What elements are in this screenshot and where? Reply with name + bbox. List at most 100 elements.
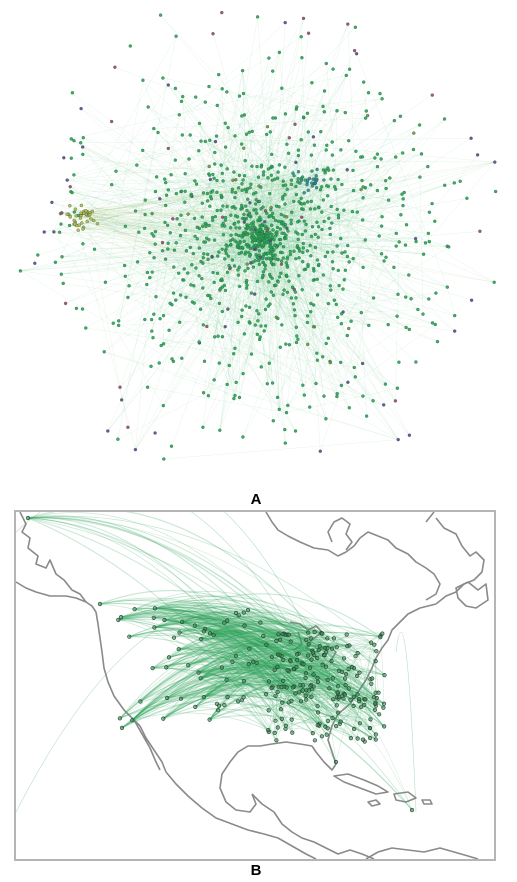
network-edge — [227, 127, 286, 186]
network-edge — [180, 235, 240, 398]
network-edge — [205, 141, 448, 288]
network-node — [331, 267, 335, 271]
network-edge — [263, 177, 390, 240]
network-edge — [255, 181, 284, 210]
network-edge — [194, 218, 260, 234]
network-edge — [155, 191, 203, 289]
network-node — [283, 225, 287, 229]
flight-route — [299, 692, 341, 724]
network-node — [123, 274, 127, 278]
network-node — [335, 109, 339, 113]
flight-route — [121, 610, 318, 659]
coastline-hudson-bay — [327, 517, 353, 551]
network-node — [352, 48, 357, 53]
flight-route — [277, 644, 309, 728]
flight-route — [27, 517, 346, 686]
network-node — [62, 156, 66, 160]
airport-node — [324, 732, 329, 737]
network-edge — [249, 182, 312, 203]
flight-route — [294, 634, 381, 670]
network-node — [322, 178, 326, 182]
network-node — [215, 103, 219, 108]
network-node — [145, 385, 150, 389]
network-node — [253, 202, 258, 206]
network-node — [88, 213, 92, 217]
network-edge — [242, 70, 272, 250]
network-edge — [225, 90, 325, 327]
network-node — [254, 198, 258, 202]
flight-route — [209, 632, 318, 679]
network-edge — [271, 167, 286, 263]
network-edge — [166, 195, 201, 310]
network-node — [36, 253, 40, 257]
network-edge — [44, 231, 317, 384]
network-node — [354, 52, 359, 56]
network-edge — [216, 136, 315, 327]
network-node — [340, 312, 344, 316]
network-edge — [135, 210, 279, 222]
network-node — [263, 307, 268, 312]
network-edge — [199, 169, 334, 229]
flight-route — [129, 627, 355, 698]
network-node — [90, 209, 94, 214]
network-node — [177, 113, 181, 117]
network-node — [308, 405, 312, 409]
network-node — [183, 189, 187, 193]
network-node — [248, 213, 252, 217]
network-edge — [219, 240, 265, 431]
flight-route — [129, 629, 330, 689]
network-edge — [74, 212, 136, 450]
network-node — [267, 56, 271, 60]
flight-route — [121, 660, 304, 729]
network-node — [287, 136, 291, 140]
network-node — [324, 61, 328, 66]
network-edge — [259, 258, 272, 293]
flight-route — [131, 641, 291, 721]
flight-route — [131, 663, 275, 721]
airport-node — [320, 631, 325, 636]
network-node — [384, 186, 388, 191]
network-edge — [184, 268, 258, 282]
network-node — [311, 325, 316, 329]
network-edge — [165, 259, 220, 364]
network-edge — [163, 246, 256, 406]
network-edge — [270, 259, 305, 396]
network-edge — [284, 238, 400, 243]
flight-route — [131, 634, 285, 721]
flight-route — [121, 684, 362, 729]
network-edge — [61, 247, 272, 275]
network-edge — [233, 58, 270, 225]
airport-node — [241, 610, 246, 615]
network-node — [241, 371, 245, 376]
network-node — [361, 185, 365, 189]
network-edge — [71, 158, 306, 181]
network-edge — [162, 246, 249, 251]
network-node — [233, 393, 237, 398]
network-edge — [76, 225, 175, 251]
airport-node — [373, 737, 378, 742]
network-node — [33, 261, 37, 265]
flight-route — [291, 654, 325, 720]
airport-node — [317, 644, 323, 649]
network-node — [284, 410, 289, 415]
network-edge — [167, 225, 239, 276]
network-node — [417, 123, 422, 127]
network-edge — [90, 212, 252, 234]
flight-route — [166, 631, 381, 668]
network-node — [318, 449, 322, 453]
network-node — [298, 181, 302, 185]
network-edge — [135, 139, 302, 450]
network-node — [233, 195, 237, 200]
network-node — [279, 271, 283, 276]
flight-route — [274, 643, 348, 671]
network-edge — [270, 167, 369, 326]
airport-node — [359, 704, 364, 709]
airport-nodes — [25, 515, 415, 813]
network-node — [195, 225, 200, 230]
airport-node — [301, 683, 306, 688]
network-node — [245, 278, 249, 283]
airport-node — [275, 664, 280, 669]
airport-node — [290, 685, 296, 690]
network-edge — [259, 237, 295, 310]
network-edge — [180, 191, 331, 363]
